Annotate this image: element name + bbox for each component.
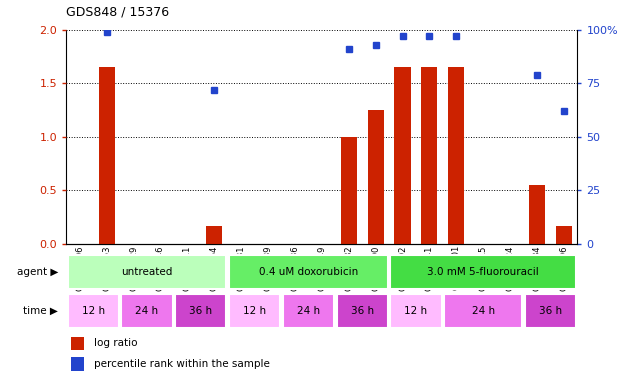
Bar (121, 294, 172, 328)
Text: log ratio: log ratio (95, 339, 138, 348)
Bar (283, 294, 334, 328)
Bar (556, 226, 572, 244)
Bar (367, 110, 384, 244)
Bar (98, 68, 115, 244)
Text: 3.0 mM 5-fluorouracil: 3.0 mM 5-fluorouracil (427, 267, 539, 277)
Bar (341, 137, 357, 244)
Text: 24 h: 24 h (136, 306, 158, 316)
Text: agent ▶: agent ▶ (17, 267, 58, 277)
Bar (391, 255, 576, 289)
Text: 12 h: 12 h (243, 306, 266, 316)
Bar (71, 337, 84, 350)
Text: 12 h: 12 h (404, 306, 428, 316)
Bar (68, 294, 119, 328)
Bar (71, 357, 84, 370)
Text: untreated: untreated (121, 267, 173, 277)
Bar (336, 294, 387, 328)
Text: 36 h: 36 h (189, 306, 212, 316)
Text: 24 h: 24 h (471, 306, 495, 316)
Bar (444, 294, 522, 328)
Text: 36 h: 36 h (351, 306, 374, 316)
Bar (525, 294, 576, 328)
Bar (394, 68, 411, 244)
Bar (529, 185, 545, 244)
Text: 24 h: 24 h (297, 306, 320, 316)
Bar (175, 294, 227, 328)
Text: 12 h: 12 h (81, 306, 105, 316)
Bar (422, 68, 437, 244)
Text: GDS848 / 15376: GDS848 / 15376 (66, 6, 169, 19)
Bar (391, 294, 442, 328)
Text: 36 h: 36 h (539, 306, 562, 316)
Bar (229, 255, 387, 289)
Bar (229, 294, 280, 328)
Text: percentile rank within the sample: percentile rank within the sample (95, 359, 270, 369)
Text: 0.4 uM doxorubicin: 0.4 uM doxorubicin (259, 267, 358, 277)
Bar (68, 255, 227, 289)
Bar (448, 68, 464, 244)
Text: time ▶: time ▶ (23, 306, 58, 316)
Bar (206, 226, 222, 244)
